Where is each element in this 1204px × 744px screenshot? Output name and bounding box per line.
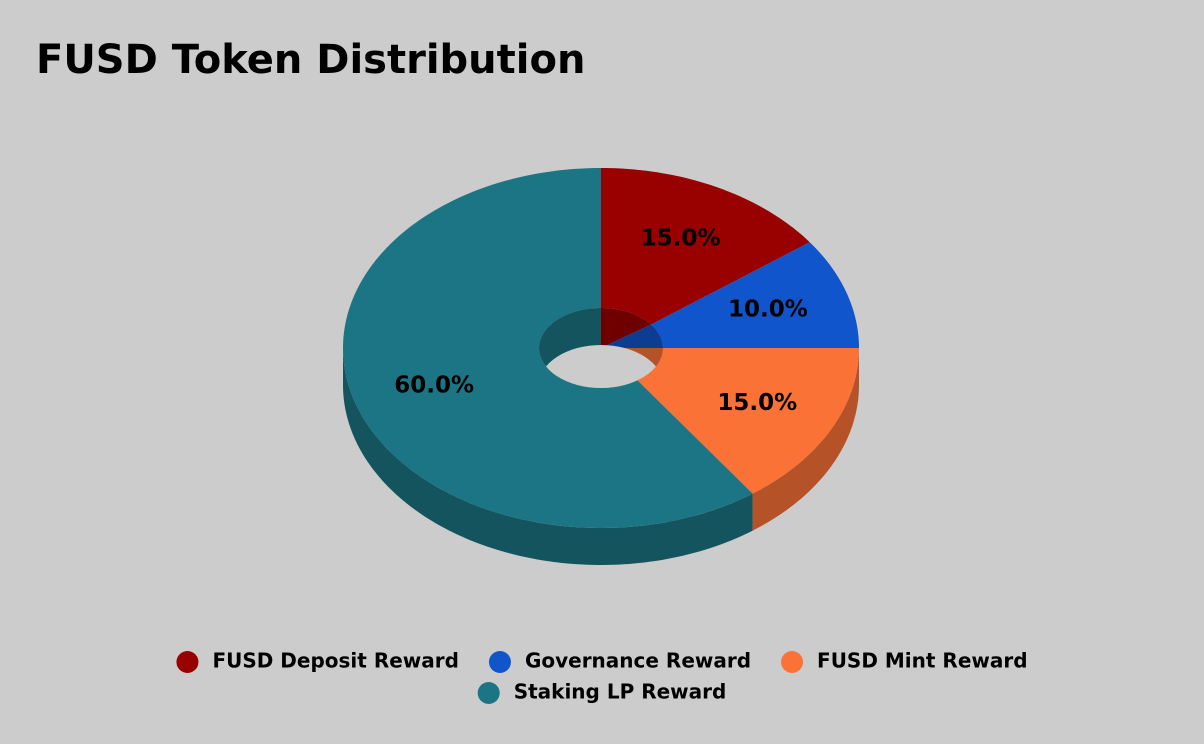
legend-marker	[176, 651, 199, 673]
legend-item: Governance Reward	[488, 649, 751, 673]
legend-marker	[488, 651, 511, 673]
chart-title: FUSD Token Distribution	[36, 37, 585, 83]
legend-label: FUSD Mint Reward	[817, 649, 1028, 673]
legend-label: Governance Reward	[525, 649, 751, 673]
legend-item: Staking LP Reward	[477, 680, 727, 704]
hole	[539, 345, 663, 388]
data-label: 15.0%	[641, 225, 721, 251]
data-label: 60.0%	[394, 372, 474, 398]
data-label: 10.0%	[728, 297, 808, 323]
slice-side	[343, 348, 753, 565]
inner-wall	[601, 324, 663, 348]
slice	[343, 168, 753, 528]
slice	[651, 242, 859, 348]
legend-label: FUSD Deposit Reward	[212, 649, 459, 673]
legend-marker	[477, 682, 500, 704]
legend-marker	[781, 651, 804, 673]
slice-side	[752, 348, 859, 531]
inner-wall	[601, 308, 652, 348]
legend-item: FUSD Deposit Reward	[176, 649, 459, 673]
slice	[601, 168, 810, 325]
data-label: 15.0%	[717, 390, 797, 416]
slice	[637, 348, 859, 494]
legend-item: FUSD Mint Reward	[781, 649, 1028, 673]
legend-label: Staking LP Reward	[514, 680, 727, 704]
